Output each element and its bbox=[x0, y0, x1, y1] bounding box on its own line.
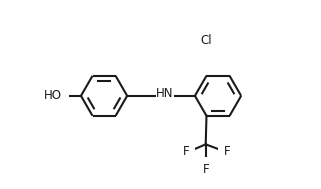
Text: Cl: Cl bbox=[200, 34, 212, 47]
Text: F: F bbox=[203, 163, 209, 176]
Text: F: F bbox=[224, 145, 231, 158]
Text: HN: HN bbox=[156, 87, 174, 100]
Text: F: F bbox=[183, 145, 189, 158]
Text: HO: HO bbox=[44, 89, 62, 102]
